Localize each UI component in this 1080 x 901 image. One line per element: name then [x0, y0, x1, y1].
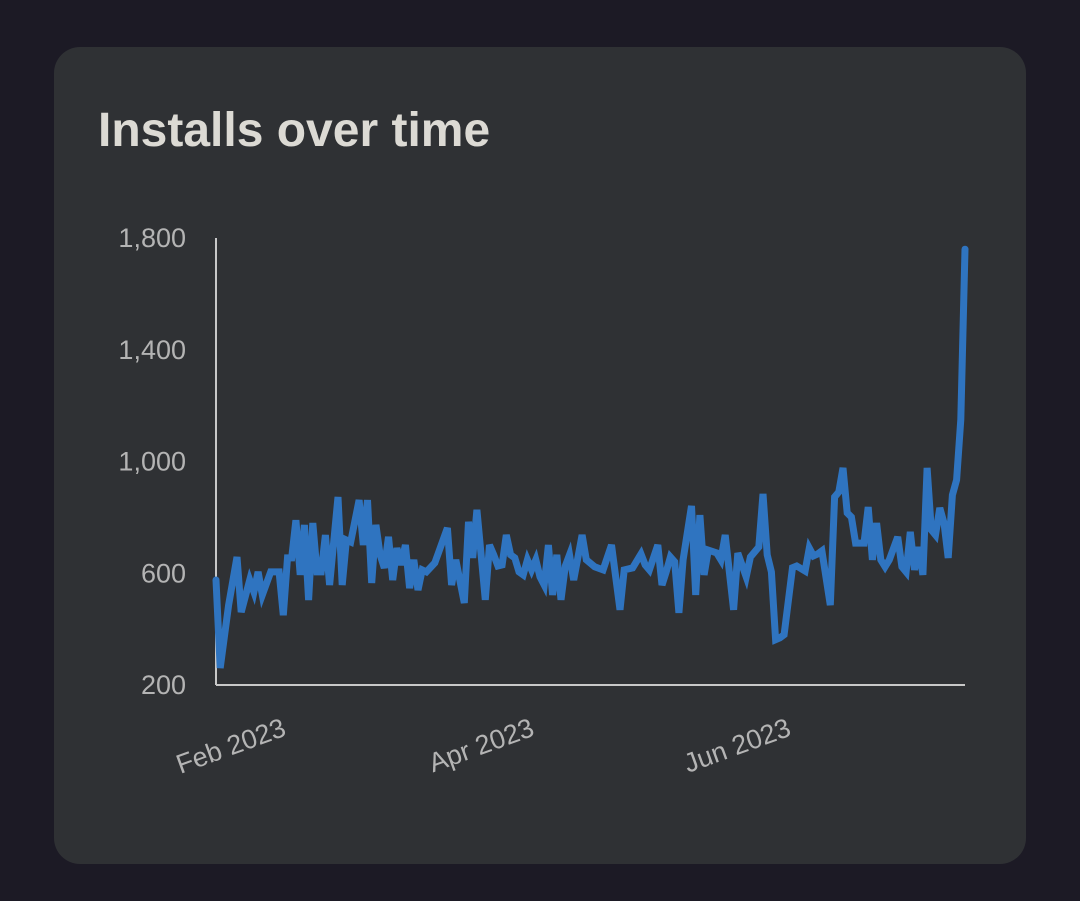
installs-series-line [212, 245, 969, 669]
x-tick-label: Feb 2023 [172, 712, 289, 779]
y-tick-label: 200 [141, 670, 186, 700]
chart-title: Installs over time [98, 104, 491, 157]
y-tick-label: 600 [141, 558, 186, 588]
y-tick-label: 1,000 [118, 447, 186, 477]
y-tick-label: 1,400 [118, 335, 186, 365]
x-tick-label: Jun 2023 [680, 712, 795, 778]
x-tick-label: Apr 2023 [425, 712, 538, 778]
y-tick-label: 1,800 [118, 223, 186, 253]
